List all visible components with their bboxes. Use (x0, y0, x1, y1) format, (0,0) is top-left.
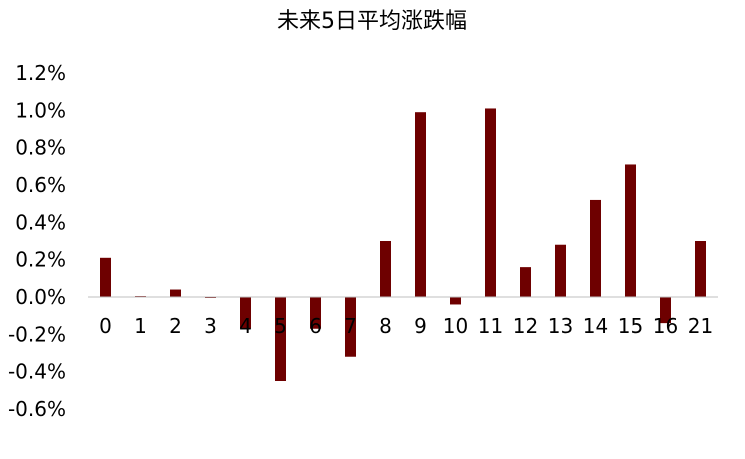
y-tick-label: 1.0% (15, 98, 66, 122)
x-tick-label: 2 (169, 314, 182, 338)
x-tick-label: 14 (583, 314, 608, 338)
x-tick-label: 0 (99, 314, 112, 338)
bar-13 (555, 244, 566, 297)
x-axis: 0 1 2 3 4 5 6 7 8 9 10 11 12 13 14 15 16 21 (99, 314, 713, 338)
x-tick-label: 9 (414, 314, 427, 338)
bar-12 (520, 267, 531, 297)
x-tick-label: 1 (134, 314, 147, 338)
x-tick-label: 6 (309, 314, 322, 338)
x-tick-label: 8 (379, 314, 392, 338)
x-tick-label: 21 (688, 314, 713, 338)
bar-21 (695, 241, 706, 297)
bar-11 (485, 108, 496, 297)
bar-5 (275, 297, 286, 381)
x-tick-label: 4 (239, 314, 252, 338)
x-tick-label: 11 (478, 314, 503, 338)
bar-16 (660, 297, 671, 324)
x-tick-label: 12 (513, 314, 538, 338)
y-tick-label: -0.4% (8, 360, 66, 384)
y-tick-label: -0.2% (8, 322, 66, 346)
x-tick-label: 7 (344, 314, 357, 338)
y-tick-label: 0.2% (15, 248, 66, 272)
y-tick-label: 0.8% (15, 136, 66, 160)
bar-9 (415, 112, 426, 297)
bar-10 (450, 297, 461, 305)
x-tick-label: 5 (274, 314, 287, 338)
y-tick-label: 0.0% (15, 285, 66, 309)
y-tick-label: -0.6% (8, 397, 66, 421)
x-tick-label: 16 (653, 314, 678, 338)
bar-4 (240, 297, 251, 329)
bar-7 (345, 297, 356, 357)
bar-14 (590, 199, 601, 297)
bar-6 (310, 297, 321, 329)
bar-15 (625, 164, 636, 297)
x-tick-label: 15 (618, 314, 643, 338)
bar-0 (100, 257, 111, 297)
y-tick-label: 1.2% (15, 61, 66, 85)
x-tick-label: 13 (548, 314, 573, 338)
bar-series (100, 108, 706, 381)
chart-title: 未来5日平均涨跌幅 (277, 9, 467, 34)
y-tick-label: 0.4% (15, 210, 66, 234)
x-tick-label: 10 (443, 314, 468, 338)
x-tick-label: 3 (204, 314, 217, 338)
bar-8 (380, 241, 391, 297)
y-tick-label: 0.6% (15, 173, 66, 197)
bar-2 (170, 289, 181, 297)
y-axis: -0.6% -0.4% -0.2% 0.0% 0.2% 0.4% 0.6% 0.8% 1.0% 1… (8, 61, 66, 421)
